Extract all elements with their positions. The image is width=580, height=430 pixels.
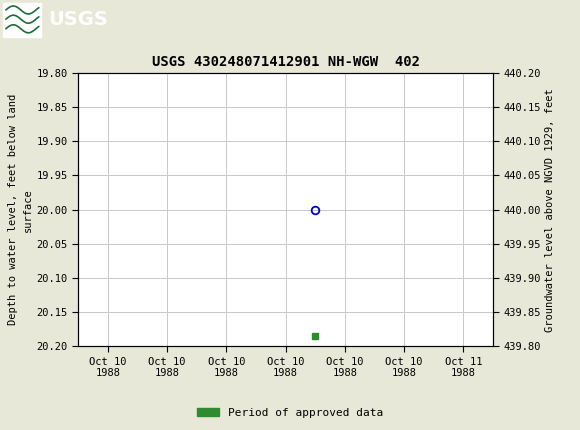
Legend: Period of approved data: Period of approved data — [193, 403, 387, 422]
Y-axis label: Depth to water level, feet below land
surface: Depth to water level, feet below land su… — [9, 94, 32, 325]
Title: USGS 430248071412901 NH-WGW  402: USGS 430248071412901 NH-WGW 402 — [151, 55, 420, 69]
Y-axis label: Groundwater level above NGVD 1929, feet: Groundwater level above NGVD 1929, feet — [545, 88, 555, 332]
Text: USGS: USGS — [48, 10, 108, 30]
Bar — [3, 3, 41, 37]
